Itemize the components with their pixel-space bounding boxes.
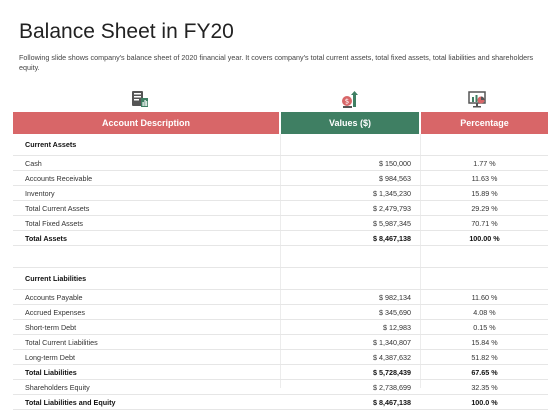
row-description: Accounts Payable (25, 292, 83, 302)
row-value: $ 1,340,807 (373, 337, 411, 347)
svg-text:$: $ (345, 98, 349, 106)
section-header-row: Current Liabilities (13, 268, 548, 290)
row-value: $ 8,467,138 (373, 397, 411, 407)
row-value: $ 2,738,699 (373, 382, 411, 392)
row-percentage: 100.00 % (469, 233, 500, 243)
table-row: Short-term Debt $ 12,983 0.15 % (13, 320, 548, 335)
row-percentage: 51.82 % (471, 352, 498, 362)
row-description: Total Current Liabilities (25, 337, 98, 347)
row-description: Total Assets (25, 233, 67, 243)
row-percentage: 15.84 % (471, 337, 498, 347)
row-description: Inventory (25, 188, 55, 198)
document-chart-icon (132, 91, 148, 107)
table-row: Accrued Expenses $ 345,690 4.08 % (13, 305, 548, 320)
table-row: Shareholders Equity $ 2,738,699 32.35 % (13, 380, 548, 395)
table-row: Total Liabilities and Equity $ 8,467,138 1… (13, 395, 548, 410)
row-description: Long-term Debt (25, 352, 75, 362)
row-percentage: 32.35 % (471, 382, 498, 392)
column-header-values[interactable]: Values ($) (281, 112, 419, 134)
row-value: $ 5,987,345 (373, 218, 411, 228)
page-title: Balance Sheet in FY20 (19, 20, 234, 43)
row-description: Total Liabilities (25, 367, 77, 377)
row-value: $ 5,728,439 (373, 367, 411, 377)
row-percentage: 0.15 % (473, 322, 496, 332)
row-description: Total Liabilities and Equity (25, 397, 116, 407)
row-percentage: 29.29 % (471, 203, 498, 213)
row-value: $ 982,134 (379, 292, 411, 302)
table-row: Total Current Assets $ 2,479,793 29.29 % (13, 201, 548, 216)
row-value: $ 345,690 (379, 307, 411, 317)
row-description: Total Fixed Assets (25, 218, 83, 228)
row-description: Accounts Receivable (25, 173, 93, 183)
row-value: $ 1,345,230 (373, 188, 411, 198)
row-description: Total Current Assets (25, 203, 90, 213)
section-header-row: Current Assets (13, 134, 548, 156)
row-percentage: 11.63 % (471, 173, 498, 183)
row-value: $ 984,563 (379, 173, 411, 183)
spacer-row (13, 246, 548, 268)
column-header-description[interactable]: Account Description (13, 112, 279, 134)
presentation-chart-icon (468, 91, 486, 108)
row-percentage: 70.71 % (471, 218, 498, 228)
money-growth-icon: $ (342, 91, 358, 108)
table-row: Total Current Liabilities $ 1,340,807 15.8… (13, 335, 548, 350)
row-description: Cash (25, 158, 42, 168)
table-row: Total Fixed Assets $ 5,987,345 70.71 % (13, 216, 548, 231)
row-percentage: 4.08 % (473, 307, 496, 317)
row-description: Shareholders Equity (25, 382, 90, 392)
row-percentage: 11.60 % (471, 292, 498, 302)
balance-sheet-table: Current Assets Cash $ 150,000 1.77 % Account… (13, 134, 548, 410)
page-subtitle: Following slide shows company's balance … (19, 53, 534, 72)
row-description: Current Assets (25, 140, 77, 149)
table-row: Total Assets $ 8,467,138 100.00 % (13, 231, 548, 246)
column-header-percentage[interactable]: Percentage (421, 112, 548, 134)
row-value: $ 2,479,793 (373, 203, 411, 213)
table-row: Total Liabilities $ 5,728,439 67.65 % (13, 365, 548, 380)
row-value: $ 4,387,632 (373, 352, 411, 362)
row-description: Current Liabilities (25, 274, 87, 283)
row-percentage: 15.89 % (471, 188, 498, 198)
row-description: Accrued Expenses (25, 307, 85, 317)
table-row: Accounts Payable $ 982,134 11.60 % (13, 290, 548, 305)
row-percentage: 67.65 % (471, 367, 498, 377)
table-row: Accounts Receivable $ 984,563 11.63 % (13, 171, 548, 186)
table-row: Cash $ 150,000 1.77 % (13, 156, 548, 171)
row-percentage: 1.77 % (473, 158, 496, 168)
row-description: Short-term Debt (25, 322, 77, 332)
row-value: $ 150,000 (379, 158, 411, 168)
table-row: Inventory $ 1,345,230 15.89 % (13, 186, 548, 201)
table-row: Long-term Debt $ 4,387,632 51.82 % (13, 350, 548, 365)
row-percentage: 100.0 % (471, 397, 498, 407)
row-value: $ 12,983 (383, 322, 411, 332)
row-value: $ 8,467,138 (373, 233, 411, 243)
